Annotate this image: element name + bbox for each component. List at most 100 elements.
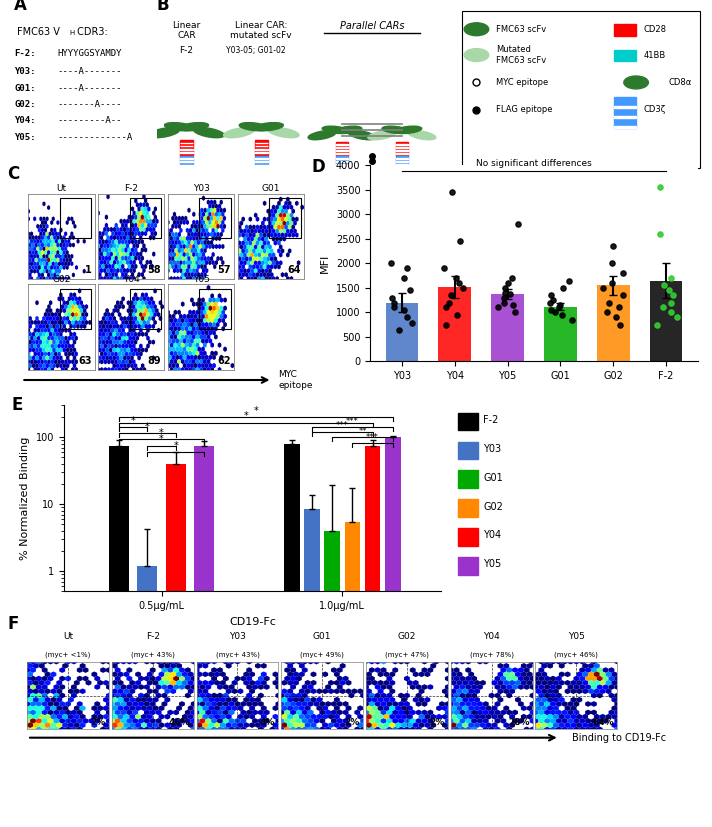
Bar — [386, 303, 419, 361]
Text: F-2: F-2 — [179, 46, 194, 55]
Text: *: * — [145, 422, 150, 432]
Text: B: B — [157, 0, 169, 13]
Text: MYC
epitope: MYC epitope — [278, 370, 313, 390]
Text: F-2: F-2 — [483, 415, 499, 425]
Ellipse shape — [368, 131, 395, 140]
Ellipse shape — [268, 127, 299, 138]
Bar — [458, 500, 478, 517]
Point — [657, 301, 669, 314]
Text: Mutated
FMC63 scFv: Mutated FMC63 scFv — [496, 45, 546, 65]
Bar — [614, 107, 636, 108]
Text: *: * — [253, 405, 258, 416]
Bar — [269, 198, 300, 238]
Bar — [180, 150, 193, 152]
Point — [664, 284, 675, 297]
Bar — [199, 198, 231, 238]
Text: 41BB: 41BB — [644, 50, 666, 60]
Text: G01:: G01: — [14, 84, 36, 93]
Point — [611, 311, 622, 324]
Text: 1: 1 — [85, 265, 91, 275]
Text: F-2:: F-2: — [14, 50, 36, 58]
Text: ---------A--: ---------A-- — [57, 117, 122, 125]
Title: F-2: F-2 — [125, 184, 138, 193]
Bar — [166, 464, 186, 827]
Point — [393, 323, 404, 336]
Bar — [396, 154, 408, 156]
Bar — [396, 151, 408, 153]
Point — [671, 311, 683, 324]
Bar — [255, 140, 268, 142]
Text: 2%: 2% — [90, 718, 105, 727]
Point — [451, 308, 463, 322]
Point — [544, 296, 555, 309]
Ellipse shape — [308, 131, 335, 140]
Point — [651, 318, 663, 332]
Title: Y05: Y05 — [193, 275, 209, 284]
Text: **: ** — [358, 427, 367, 436]
Bar — [458, 528, 478, 546]
Text: *: * — [244, 411, 248, 421]
Ellipse shape — [335, 127, 362, 133]
Point — [446, 186, 458, 199]
Point — [513, 218, 524, 231]
Y-axis label: % Normalized Binding: % Normalized Binding — [21, 437, 31, 560]
Text: ----A-------: ----A------- — [57, 67, 122, 76]
Point — [665, 271, 676, 284]
Ellipse shape — [408, 131, 436, 140]
Text: G01: G01 — [483, 473, 503, 483]
Bar — [458, 557, 478, 575]
Bar — [304, 509, 320, 827]
Text: CD3ζ: CD3ζ — [644, 105, 666, 114]
Bar — [255, 160, 268, 162]
Bar — [396, 162, 408, 165]
Bar — [491, 294, 524, 361]
Text: FMC63 scFv: FMC63 scFv — [496, 25, 546, 34]
Bar — [345, 522, 360, 827]
Bar — [336, 156, 348, 159]
Text: G02:: G02: — [14, 100, 36, 109]
Text: Y04:: Y04: — [14, 117, 36, 125]
Bar — [137, 566, 157, 827]
Point — [443, 296, 454, 309]
Point — [566, 313, 577, 327]
Text: 64: 64 — [287, 265, 300, 275]
Text: 58: 58 — [147, 265, 161, 275]
Bar — [336, 148, 348, 150]
Bar — [284, 443, 300, 827]
Bar — [649, 280, 682, 361]
Point — [402, 311, 413, 324]
Point — [667, 289, 679, 302]
Point — [597, 281, 608, 294]
Bar — [180, 146, 193, 149]
Bar — [336, 154, 348, 156]
Point — [510, 306, 521, 319]
Bar — [180, 156, 193, 159]
Text: G02: G02 — [398, 633, 416, 641]
Text: Y03:: Y03: — [14, 67, 36, 76]
Text: *: * — [159, 434, 164, 444]
Point — [557, 281, 569, 294]
Text: 28%: 28% — [508, 718, 529, 727]
Text: Linear
CAR: Linear CAR — [172, 21, 201, 41]
Title: Y04: Y04 — [123, 275, 140, 284]
Ellipse shape — [224, 127, 254, 138]
Ellipse shape — [395, 127, 422, 133]
Point — [454, 235, 466, 248]
Point — [665, 296, 676, 309]
Text: CD28: CD28 — [644, 25, 666, 34]
Bar — [458, 471, 478, 488]
Text: F: F — [7, 615, 19, 633]
Text: Y03-05; G01-02: Y03-05; G01-02 — [226, 46, 285, 55]
Title: Ut: Ut — [56, 184, 67, 193]
Text: (myc+ 47%): (myc+ 47%) — [385, 652, 429, 658]
Text: -------------A: -------------A — [57, 132, 132, 141]
Point — [507, 271, 518, 284]
Point — [654, 227, 666, 241]
Bar — [336, 159, 348, 161]
Bar — [458, 442, 478, 459]
Bar — [180, 166, 193, 169]
Point — [399, 304, 410, 317]
Bar — [255, 166, 268, 169]
Point — [493, 301, 504, 314]
Bar — [396, 156, 408, 159]
